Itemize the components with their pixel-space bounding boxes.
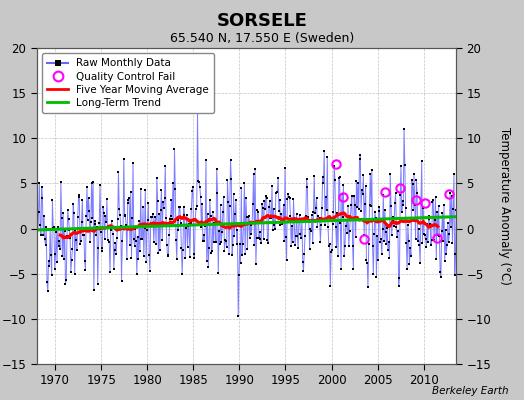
Y-axis label: Temperature Anomaly (°C): Temperature Anomaly (°C)	[498, 127, 511, 285]
Text: SORSELE: SORSELE	[216, 12, 308, 30]
Legend: Raw Monthly Data, Quality Control Fail, Five Year Moving Average, Long-Term Tren: Raw Monthly Data, Quality Control Fail, …	[42, 53, 214, 113]
Text: Berkeley Earth: Berkeley Earth	[432, 386, 508, 396]
Text: 65.540 N, 17.550 E (Sweden): 65.540 N, 17.550 E (Sweden)	[170, 32, 354, 45]
